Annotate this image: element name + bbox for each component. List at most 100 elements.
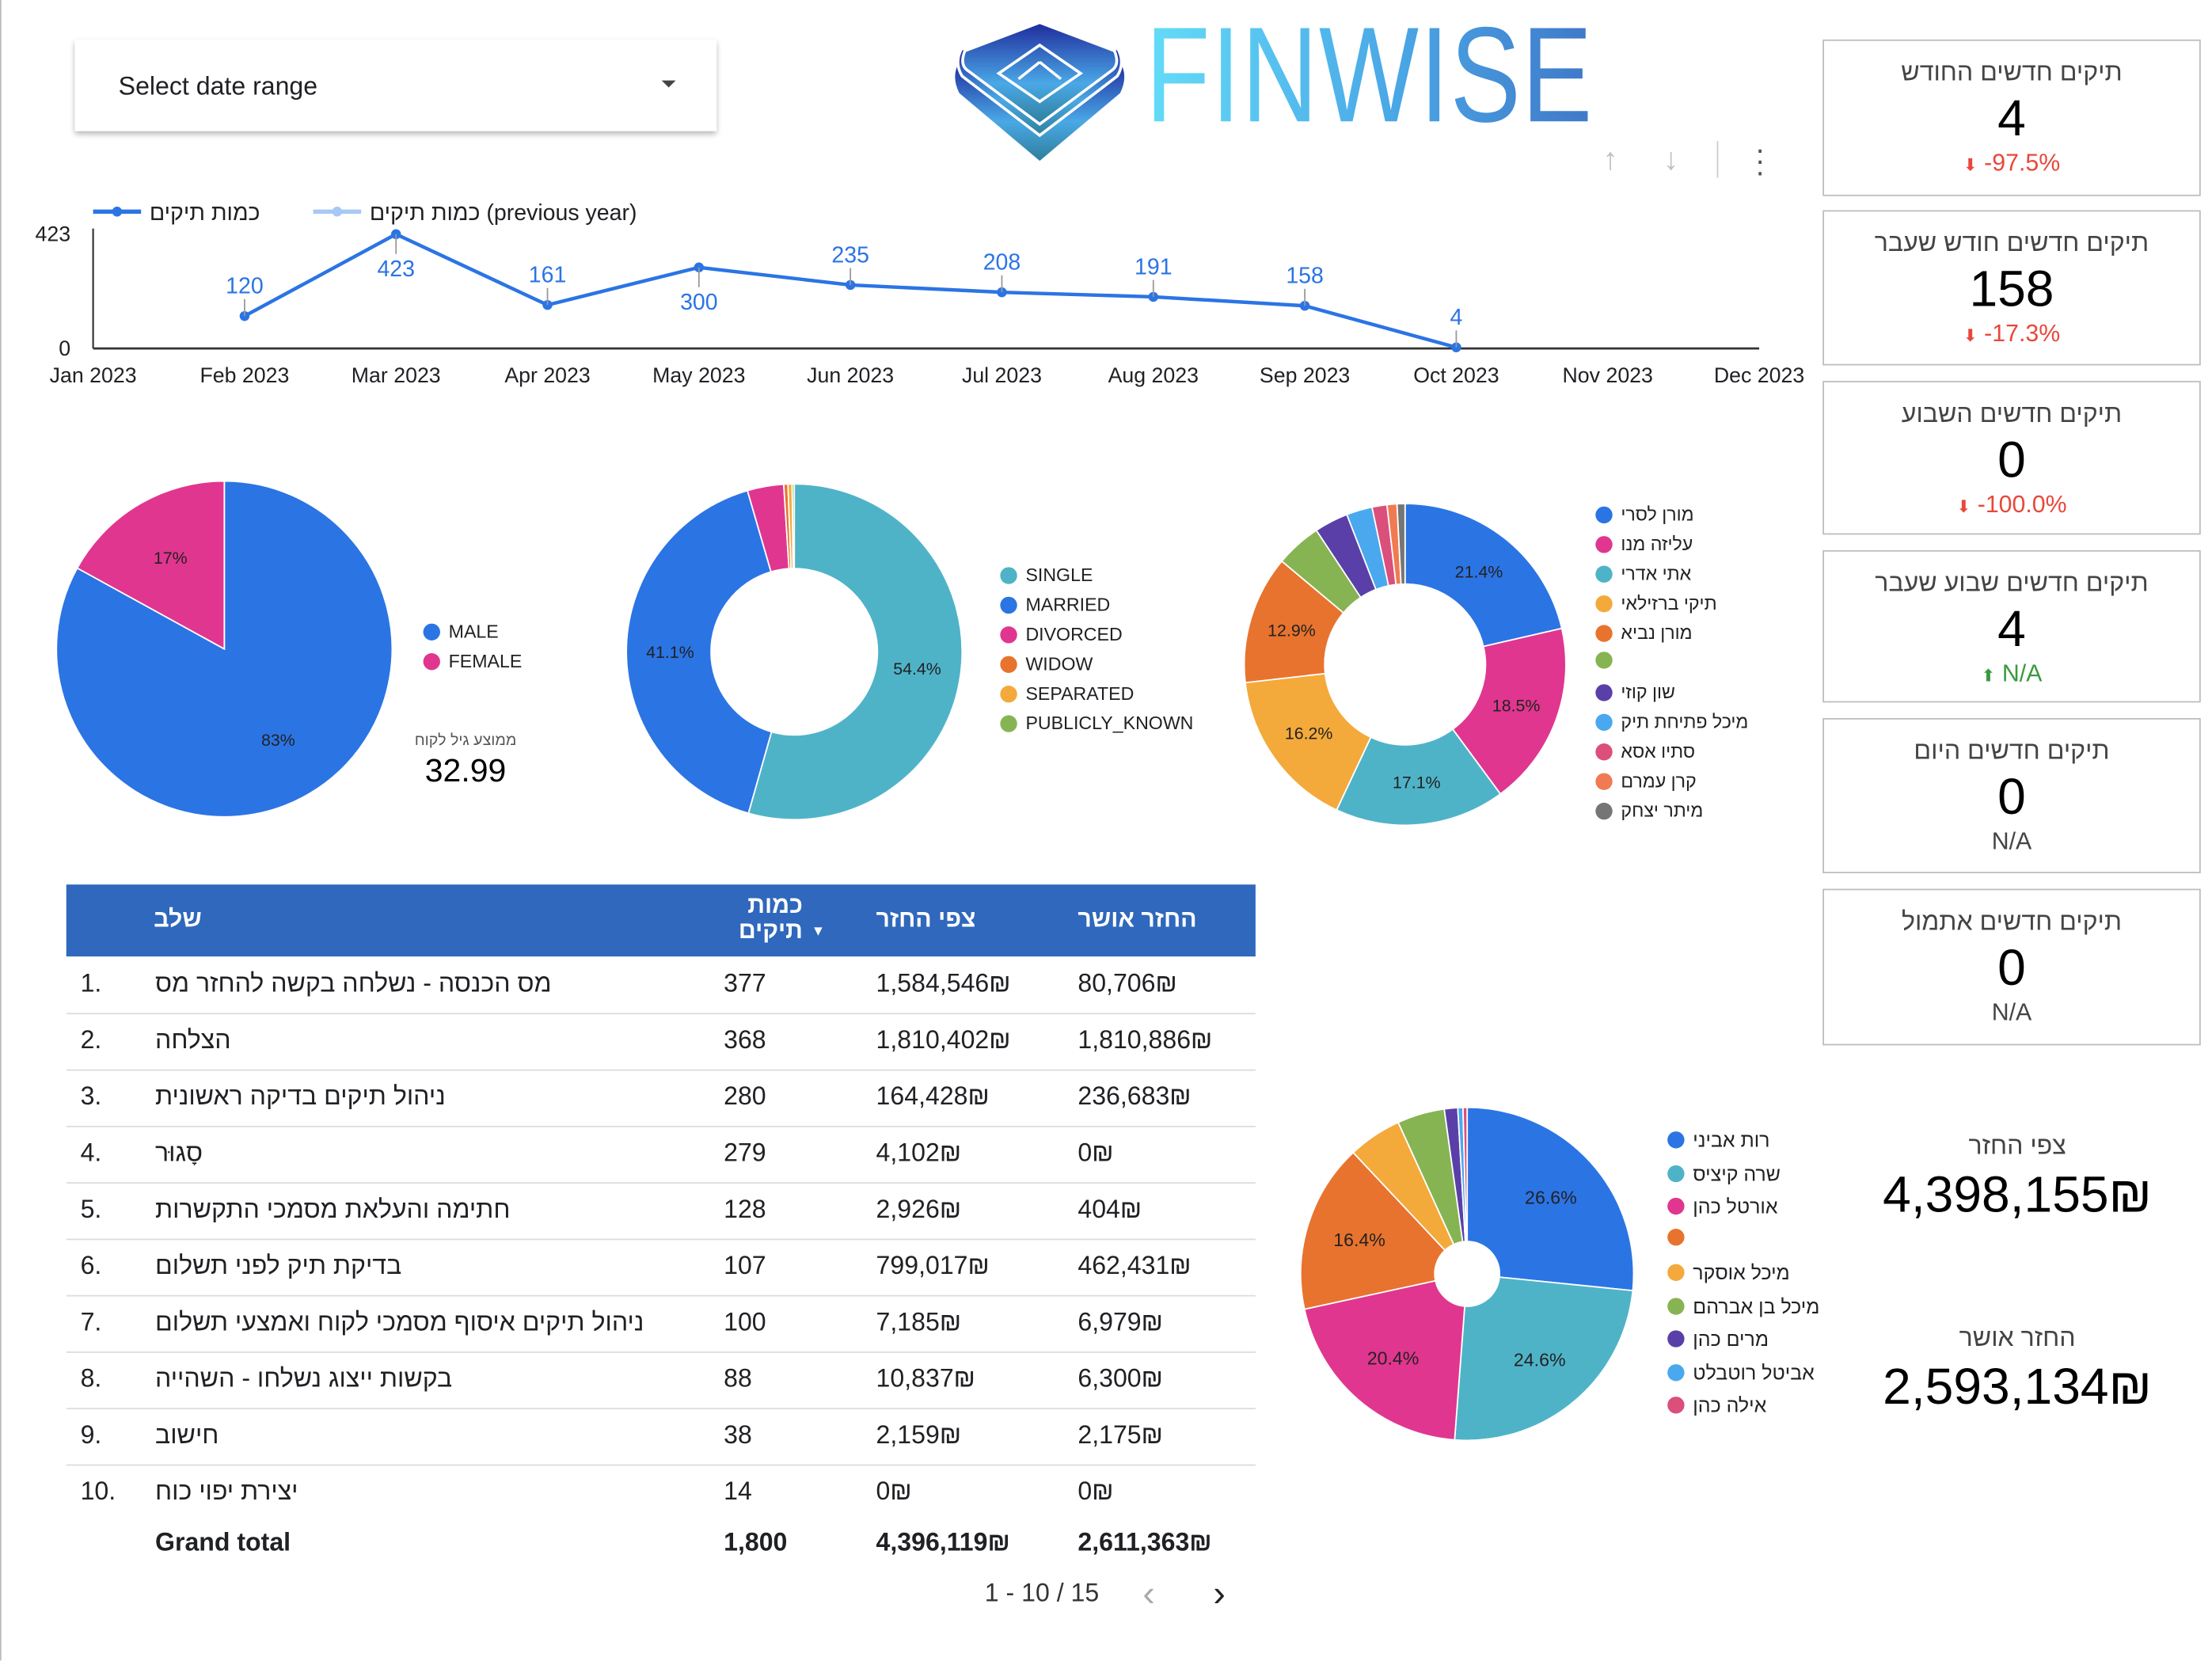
pie-slice[interactable] <box>1461 1106 1469 1242</box>
legend-dot-icon <box>1595 505 1613 523</box>
date-range-picker[interactable]: Select date range <box>74 39 717 131</box>
row-approved: 0₪ <box>1077 1138 1114 1167</box>
legend-item[interactable]: MARRIED <box>1000 594 1110 615</box>
table-row[interactable]: 9. חישוב 38 2,159₪ 2,175₪ <box>66 1408 1256 1466</box>
legend-item[interactable]: SINGLE <box>1000 564 1093 585</box>
pie-slice[interactable] <box>1396 503 1406 585</box>
pie-slice[interactable] <box>625 489 773 815</box>
legend-item[interactable]: מרים כהן <box>1667 1328 1769 1350</box>
table-row[interactable]: 4. סָגוּר 279 4,102₪ 0₪ <box>66 1126 1256 1184</box>
legend-item[interactable]: מיתר יצחק <box>1595 800 1703 821</box>
arrow-down-icon[interactable]: ↓ <box>1663 141 1679 177</box>
header-count[interactable]: כמות תיקים <box>738 891 803 945</box>
row-approved: 6,300₪ <box>1077 1364 1163 1393</box>
table-row[interactable]: 8. בקשות ייצוג נשלחו - השהייה 88 10,837₪… <box>66 1351 1256 1410</box>
sort-desc-icon[interactable]: ▼ <box>811 924 826 940</box>
table-row[interactable]: 6. בדיקת תיק לפני תשלום 107 799,017₪ 462… <box>66 1239 1256 1297</box>
legend-label-1[interactable]: כמות תיקים (previous year) <box>370 200 637 226</box>
legend-item[interactable]: תיקי ברזילאי <box>1595 592 1717 614</box>
arrow-up-icon[interactable]: ↑ <box>1602 141 1618 177</box>
pie-slice[interactable] <box>791 483 796 570</box>
legend-item[interactable]: מורן נביא <box>1595 622 1693 644</box>
legend-label: אילה כהן <box>1693 1393 1767 1417</box>
legend-item[interactable]: רות אביני <box>1667 1129 1770 1151</box>
legend-item[interactable]: SEPARATED <box>1000 682 1134 704</box>
legend-item[interactable]: MALE <box>423 621 499 642</box>
row-count: 14 <box>724 1477 752 1506</box>
legend-dot-icon <box>1667 1197 1685 1215</box>
data-label: 191 <box>1135 254 1173 279</box>
legend-dot-icon <box>1595 713 1613 731</box>
legend-item[interactable]: PUBLICLY_KNOWN <box>1000 713 1193 734</box>
grand-total-count: 1,800 <box>724 1527 788 1556</box>
table-row[interactable]: 1. מס הכנסה - נשלחה בקשה להחזר מס 377 1,… <box>66 956 1256 1015</box>
finwise-logo-text: FINWISE <box>1145 0 1594 151</box>
pie-slice[interactable] <box>1451 627 1567 796</box>
pie-slice[interactable] <box>76 480 226 651</box>
kpi-delta-text: -97.5% <box>1984 149 2061 177</box>
legend-item[interactable] <box>1667 1228 1693 1245</box>
chevron-right-icon[interactable]: › <box>1213 1572 1226 1614</box>
pie-slice[interactable] <box>747 483 963 821</box>
data-label: 235 <box>831 242 869 268</box>
pie-slice[interactable] <box>1244 672 1372 811</box>
expected-refund-value: 4,398,155₪ <box>1883 1165 2153 1223</box>
kpi-value: 0 <box>1997 430 2026 488</box>
legend-item[interactable]: מיכל פתיחת תיק <box>1595 711 1748 732</box>
data-point[interactable] <box>542 299 553 310</box>
pie-slice[interactable] <box>1336 728 1502 827</box>
kpi-delta: ⬆ N/A <box>1824 660 2199 689</box>
data-point[interactable] <box>1451 342 1461 353</box>
kpi-title: תיקים חדשים היום <box>1914 736 2110 765</box>
more-vert-icon[interactable]: · · · <box>1754 131 1765 189</box>
pie-slice[interactable] <box>1404 503 1563 648</box>
data-point[interactable] <box>1148 291 1159 302</box>
header-expected[interactable]: צפי החזר <box>876 905 976 933</box>
legend-item[interactable]: מיכל אוסקר <box>1667 1261 1790 1284</box>
legend-item[interactable]: קרן עמרם <box>1595 770 1697 792</box>
kpi-delta: N/A <box>1824 999 2199 1028</box>
table-row[interactable]: 10. יצירת יפוי כוח 14 0₪ 0₪ <box>67 1465 1256 1521</box>
legend-item[interactable]: סתיו אסא <box>1595 740 1695 762</box>
pie-slice[interactable] <box>1466 1106 1635 1292</box>
legend-dot-icon <box>1595 772 1613 789</box>
legend-label-0[interactable]: כמות תיקים <box>150 200 260 226</box>
kpi-delta: ⬇ -97.5% <box>1824 150 2199 178</box>
table-row[interactable]: 7. ניהול תיקים איסוף מסמכי לקוח ואמצעי ת… <box>66 1295 1256 1353</box>
legend-label: עליזה מנו <box>1621 533 1693 555</box>
pie-slice[interactable] <box>1454 1276 1634 1442</box>
pie-slice[interactable] <box>55 480 393 818</box>
table-row[interactable]: 2. הצלחה 368 1,810,402₪ 1,810,886₪ <box>66 1013 1256 1071</box>
legend-item[interactable]: שרה קיציס <box>1667 1161 1781 1184</box>
row-approved: 6,979₪ <box>1077 1307 1163 1336</box>
legend-item[interactable]: FEMALE <box>423 650 522 671</box>
legend-item[interactable]: מיכל בן אברהם <box>1667 1294 1819 1317</box>
legend-item[interactable]: WIDOW <box>1000 653 1093 675</box>
legend-item[interactable]: אביטל רוטבלט <box>1667 1361 1815 1383</box>
legend-item[interactable]: אתי אדרי <box>1595 563 1691 584</box>
legend-item[interactable]: מורן לסרי <box>1595 504 1694 525</box>
legend-item[interactable]: שון קוזי <box>1595 681 1675 703</box>
legend-item[interactable]: DIVORCED <box>1000 624 1123 644</box>
pie-slice[interactable] <box>1303 1279 1466 1441</box>
table-row[interactable]: 5. חתימה והעלאת מסמכי התקשרות 128 2,926₪… <box>66 1182 1256 1241</box>
data-point[interactable] <box>390 229 401 240</box>
header-stage[interactable]: שלב <box>154 905 202 933</box>
slice-label: 12.9% <box>1268 621 1316 640</box>
row-count: 368 <box>724 1025 766 1055</box>
table-row[interactable]: 3. ניהול תיקים בדיקה ראשונית 280 164,428… <box>66 1070 1256 1127</box>
row-stage: בקשות ייצוג נשלחו - השהייה <box>155 1364 453 1393</box>
legend-dot-icon <box>1000 685 1017 702</box>
legend-item[interactable] <box>1595 652 1621 669</box>
header-approved[interactable]: החזר אושר <box>1077 905 1197 933</box>
row-count: 38 <box>724 1420 752 1450</box>
legend-item[interactable]: עליזה מנו <box>1595 533 1693 555</box>
x-tick-label: Dec 2023 <box>1714 363 1804 387</box>
data-point[interactable] <box>239 310 250 321</box>
pie-slice[interactable] <box>1300 1151 1446 1310</box>
chevron-left-icon[interactable]: ‹ <box>1142 1572 1155 1614</box>
legend-item[interactable]: אילה כהן <box>1667 1393 1767 1417</box>
legend-label: שון קוזי <box>1621 681 1675 703</box>
legend-item[interactable]: אורטל כהן <box>1667 1195 1778 1218</box>
row-stage: חישוב <box>155 1420 219 1450</box>
